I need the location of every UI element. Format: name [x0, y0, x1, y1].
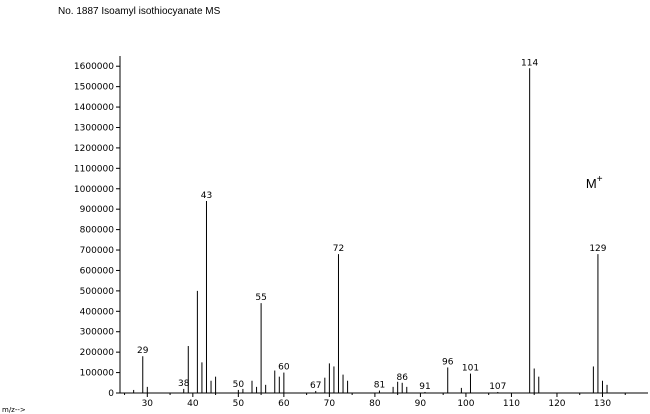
peak-label: 107	[489, 382, 506, 392]
peak-label: 50	[233, 380, 245, 390]
spectrum-peaks	[133, 68, 608, 393]
x-tick-label: 130	[594, 399, 611, 409]
y-tick-label: 1100000	[74, 164, 114, 174]
x-tick-label: 110	[503, 399, 520, 409]
peak-label: 38	[178, 379, 190, 389]
peak-label: 72	[333, 244, 344, 254]
axes: 0 100000 200000 300000 400000 500000 600000 700…	[2, 56, 648, 414]
y-tick-label: 400000	[80, 307, 115, 317]
peak-label: 67	[310, 381, 321, 391]
peak-label: 91	[419, 382, 430, 392]
x-tick-label: 30	[142, 399, 154, 409]
x-tick-label: 40	[187, 399, 199, 409]
y-tick-label: 500000	[80, 287, 115, 297]
peak-label: 96	[442, 357, 454, 367]
peak-label: 81	[374, 381, 385, 391]
y-tick-label: 1000000	[74, 185, 114, 195]
peak-labels: 29 38 43 50 55 60 67 72 81 86 91 96 101 107 114 129	[137, 58, 607, 392]
peak-label: 43	[201, 191, 212, 201]
y-tick-label: 600000	[80, 266, 115, 276]
molecular-ion-annotation: M+	[586, 174, 603, 191]
y-tick-label: 1600000	[74, 62, 114, 72]
x-tick-label: 70	[324, 399, 336, 409]
x-tick-label: 60	[278, 399, 290, 409]
x-tick-label: 50	[233, 399, 245, 409]
y-tick-label: 700000	[80, 246, 115, 256]
peak-label: 114	[521, 58, 538, 68]
x-tick-label: 120	[548, 399, 565, 409]
peak-label: 29	[137, 346, 149, 356]
y-tick-label: 1500000	[74, 83, 114, 93]
y-tick-label: 800000	[80, 226, 115, 236]
x-tick-label: 100	[457, 399, 474, 409]
chart-title: No. 1887 Isoamyl isothiocyanate MS	[58, 6, 221, 17]
y-tick-label: 0	[108, 389, 114, 399]
y-tick-label: 100000	[80, 369, 115, 379]
peak-label: 55	[255, 293, 266, 303]
y-tick-label: 1200000	[74, 144, 114, 154]
x-axis-label: m/z-->	[2, 406, 26, 414]
y-tick-label: 1400000	[74, 103, 114, 113]
peak-label: 129	[589, 244, 606, 254]
peak-label: 101	[462, 364, 479, 374]
peak-label: 60	[278, 363, 290, 373]
peak-label: 86	[396, 373, 408, 383]
y-tick-label: 1300000	[74, 123, 114, 133]
y-tick-label: 200000	[80, 348, 115, 358]
annotations: M+	[586, 174, 603, 191]
x-tick-label: 80	[369, 399, 381, 409]
y-tick-label: 300000	[80, 328, 115, 338]
y-tick-label: 900000	[80, 205, 115, 215]
x-tick-label: 90	[415, 399, 427, 409]
